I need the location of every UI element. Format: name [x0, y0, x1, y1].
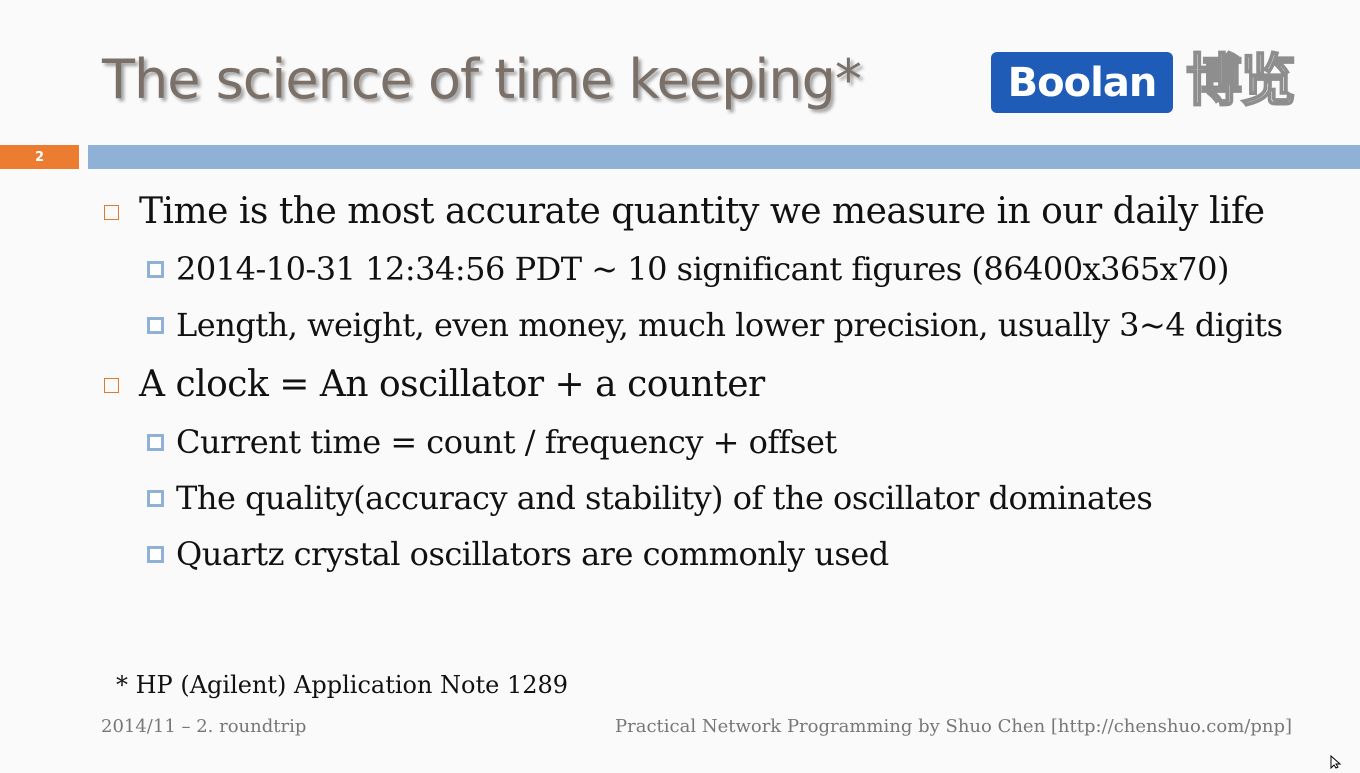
boolan-logo: Boolan — [991, 52, 1173, 113]
footer-date: 2014/11 – 2. roundtrip — [101, 716, 307, 737]
square-bullet-icon — [147, 490, 164, 507]
square-bullet-icon — [147, 261, 164, 278]
sub-bullet-1-1: 2014-10-31 12:34:56 PDT ~ 10 significant… — [147, 250, 1230, 288]
sub-bullet-text: Current time = count / frequency + offse… — [176, 423, 837, 461]
sub-bullet-text: The quality(accuracy and stability) of t… — [176, 479, 1153, 517]
title-rule — [88, 145, 1360, 169]
bullet-1: Time is the most accurate quantity we me… — [104, 191, 1265, 232]
sub-bullet-text: Length, weight, even money, much lower p… — [176, 306, 1283, 344]
logo-text: Boolan — [1007, 59, 1158, 106]
sub-bullet-text: Quartz crystal oscillators are commonly … — [176, 535, 889, 573]
sub-bullet-text: 2014-10-31 12:34:56 PDT ~ 10 significant… — [176, 250, 1230, 288]
hollow-square-bullet-icon — [104, 204, 119, 220]
slide-number: 2 — [0, 145, 79, 169]
square-bullet-icon — [147, 317, 164, 334]
sub-bullet-1-2: Length, weight, even money, much lower p… — [147, 306, 1283, 344]
footer-credit: Practical Network Programming by Shuo Ch… — [615, 716, 1292, 737]
logo-chinese-text: 博览 — [1185, 49, 1297, 115]
bullet-2: A clock = An oscillator + a counter — [104, 364, 765, 405]
bullet-text: Time is the most accurate quantity we me… — [139, 191, 1265, 232]
square-bullet-icon — [147, 546, 164, 563]
mouse-cursor-icon — [1330, 754, 1344, 773]
sub-bullet-2-2: The quality(accuracy and stability) of t… — [147, 479, 1153, 517]
slide-title: The science of time keeping* — [102, 48, 862, 111]
sub-bullet-2-1: Current time = count / frequency + offse… — [147, 423, 837, 461]
square-bullet-icon — [147, 434, 164, 451]
footnote: * HP (Agilent) Application Note 1289 — [116, 671, 569, 699]
sub-bullet-2-3: Quartz crystal oscillators are commonly … — [147, 535, 889, 573]
hollow-square-bullet-icon — [104, 377, 119, 393]
bullet-text: A clock = An oscillator + a counter — [139, 364, 765, 405]
